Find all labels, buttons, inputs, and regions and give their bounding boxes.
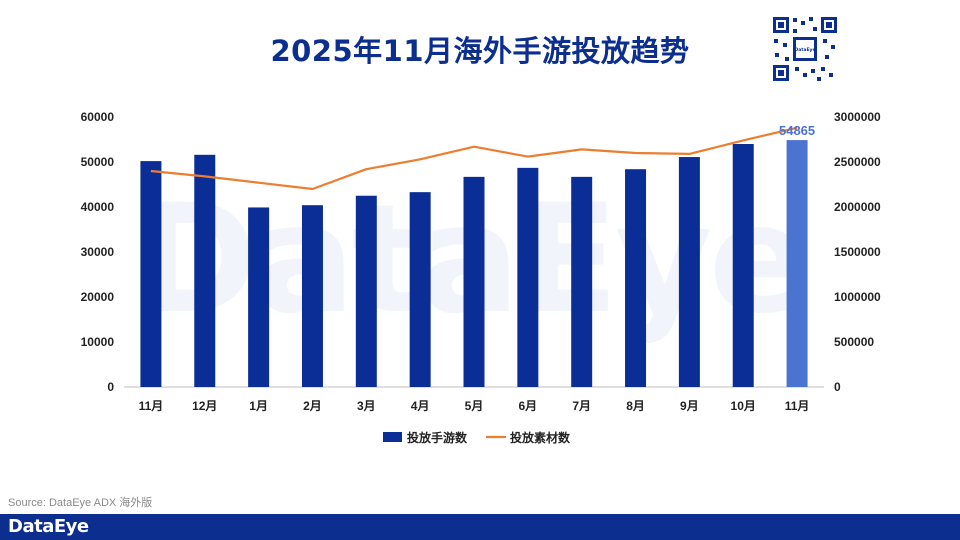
y-left-tick-label: 10000	[81, 335, 115, 349]
bar	[301, 205, 323, 387]
x-tick-label: 1月	[249, 399, 268, 413]
y-right-tick-label: 3000000	[834, 110, 881, 124]
bar	[409, 192, 431, 387]
bar	[517, 167, 539, 387]
y-left-tick-label: 20000	[81, 290, 115, 304]
y-right-tick-label: 1500000	[834, 245, 881, 259]
bar	[625, 169, 647, 387]
x-tick-label: 6月	[519, 399, 538, 413]
source-note: Source: DataEye ADX 海外版	[8, 497, 153, 509]
y-right-tick-label: 2000000	[834, 200, 881, 214]
bar	[140, 161, 162, 387]
x-tick-label: 3月	[357, 399, 376, 413]
line-series	[150, 126, 798, 191]
y-right-tick-label: 2500000	[834, 155, 881, 169]
x-tick-label: 11月	[139, 399, 164, 413]
y-right-tick-label: 500000	[834, 335, 874, 349]
chart: 0 10000 20000 30000 40000 50000 60000 0 500000 10…	[81, 110, 881, 445]
bar	[248, 207, 270, 387]
qr-logo-text: DataEye	[794, 47, 815, 53]
y-right-tick-label: 0	[834, 380, 841, 394]
y-left-tick-label: 60000	[81, 110, 115, 124]
y-left-tick-label: 40000	[81, 200, 115, 214]
x-tick-label: 12月	[192, 399, 217, 413]
footer-bar: DataEye	[0, 514, 960, 540]
bar	[732, 144, 754, 387]
qr-code-icon: DataEye	[771, 15, 839, 83]
bar	[355, 195, 377, 387]
x-tick-label: 11月	[785, 399, 810, 413]
bar	[571, 176, 593, 387]
y-right-tick-label: 1000000	[834, 290, 881, 304]
footer-logo: DataEye	[8, 516, 89, 537]
bar	[194, 154, 216, 387]
x-tick-label: 9月	[680, 399, 699, 413]
bar	[786, 140, 808, 387]
y-left-tick-label: 30000	[81, 245, 115, 259]
y-left-tick-label: 0	[107, 380, 114, 394]
x-tick-label: 10月	[731, 399, 756, 413]
x-tick-label: 2月	[303, 399, 322, 413]
bar	[678, 157, 700, 387]
x-tick-label: 4月	[411, 399, 430, 413]
y-left-tick-label: 50000	[81, 155, 115, 169]
page-title: 2025年11月海外手游投放趋势	[270, 34, 690, 68]
x-tick-label: 8月	[626, 399, 645, 413]
legend-line-label: 投放素材数	[510, 430, 571, 445]
data-label: 54865	[779, 123, 815, 138]
legend-bar-label: 投放手游数	[407, 430, 468, 445]
bar	[463, 176, 485, 387]
x-tick-label: 5月	[465, 399, 484, 413]
x-tick-label: 7月	[572, 399, 591, 413]
legend-bar-swatch	[383, 432, 402, 442]
